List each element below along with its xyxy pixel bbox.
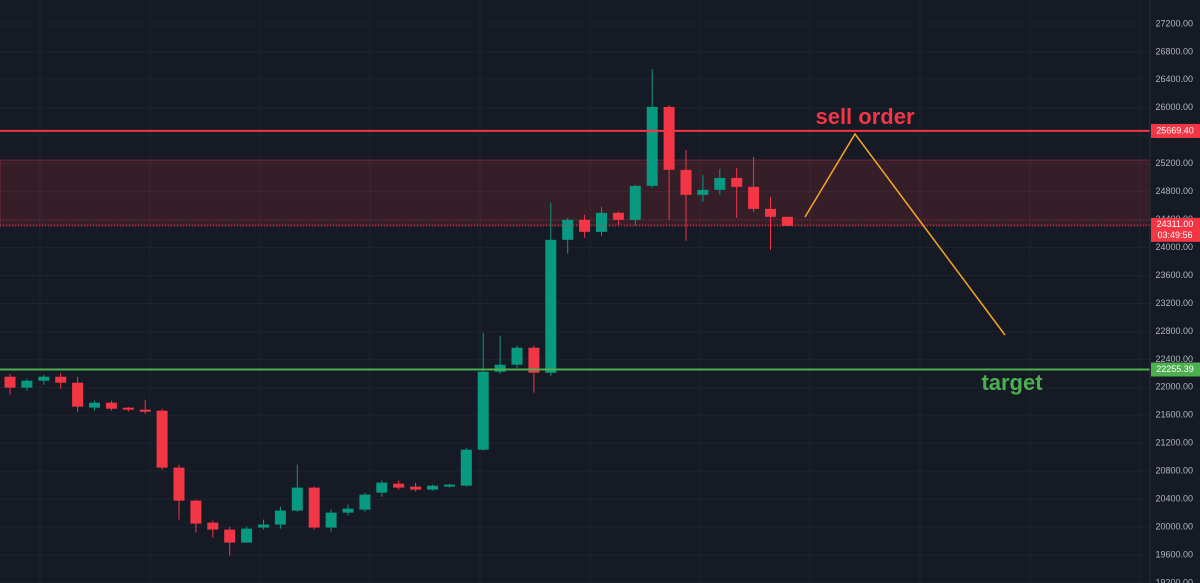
candle-body (241, 528, 253, 543)
y-tick-label: 21600.00 (1155, 410, 1193, 420)
price-label: 22255.39 (1156, 364, 1194, 374)
candle-body (105, 402, 117, 409)
candle-body (596, 212, 607, 232)
candle-body (646, 106, 658, 186)
y-tick-label: 19200.00 (1155, 577, 1193, 583)
resistance-zone (0, 159, 1151, 226)
candle-body (410, 486, 422, 490)
candle-body (545, 239, 557, 373)
candle-body (562, 219, 574, 240)
y-tick-label: 25200.00 (1155, 158, 1193, 168)
candle-body (72, 382, 84, 407)
y-tick-label: 26000.00 (1155, 102, 1193, 112)
candle-body (393, 483, 405, 488)
y-tick-label: 19600.00 (1155, 549, 1193, 559)
last-price-box (1151, 217, 1200, 242)
candle-body (342, 508, 354, 513)
candle-body (748, 186, 760, 209)
candle-body (21, 380, 33, 388)
candle-body (139, 409, 151, 412)
candle-body (173, 467, 185, 501)
y-tick-label: 22800.00 (1155, 326, 1193, 336)
candle-body (325, 512, 337, 528)
y-tick-label: 22000.00 (1155, 382, 1193, 392)
candle-body (765, 208, 776, 217)
y-tick-label: 27200.00 (1155, 18, 1193, 28)
price-scale (1150, 0, 1200, 583)
annotation: sell order (815, 104, 914, 129)
candle-body (781, 216, 793, 226)
candle-body (697, 189, 709, 195)
candle-body (258, 524, 269, 528)
candle-body (663, 106, 675, 170)
candle-body (122, 407, 134, 410)
candle-body (207, 522, 219, 530)
candle-body (511, 347, 523, 365)
candle-body (89, 402, 100, 408)
y-tick-label: 23200.00 (1155, 298, 1193, 308)
candle-body (494, 364, 506, 372)
y-tick-label: 22400.00 (1155, 354, 1193, 364)
y-tick-label: 24000.00 (1155, 242, 1193, 252)
candle-body (731, 177, 743, 187)
y-tick-label: 20800.00 (1155, 466, 1193, 476)
candle-body (274, 510, 286, 525)
candle-body (714, 177, 726, 190)
candle-body (460, 449, 472, 486)
candle-body (427, 485, 438, 490)
y-tick-label: 26400.00 (1155, 74, 1193, 84)
candle-body (579, 219, 591, 232)
annotation: target (981, 370, 1043, 395)
price-scale-labels: 19200.00 19600.00 20000.00 20400.00 20800.00… (1151, 18, 1200, 583)
candle-body (359, 494, 371, 510)
grid (0, 0, 1150, 583)
candle-body (156, 410, 168, 468)
candle-body (680, 169, 692, 195)
candle-body (38, 376, 50, 381)
candle-body (477, 371, 489, 450)
last-price-label: 24311.00 (1157, 219, 1194, 229)
y-tick-label: 21200.00 (1155, 438, 1193, 448)
y-tick-label: 20000.00 (1155, 521, 1193, 531)
candle-body (4, 376, 16, 388)
countdown-label: 03:49:56 (1157, 230, 1192, 240)
candle-body (612, 212, 624, 220)
y-tick-label: 20400.00 (1155, 494, 1193, 504)
price-label-box (1151, 362, 1200, 377)
plot (0, 68, 1150, 556)
y-tick-label: 26800.00 (1155, 46, 1193, 56)
candle-body (629, 185, 641, 220)
projection-path (804, 132, 1006, 336)
candle-body (528, 347, 540, 373)
candle-body (376, 482, 388, 493)
y-tick-label: 24800.00 (1155, 186, 1193, 196)
candle-body (291, 487, 303, 511)
candle-body (190, 500, 202, 524)
candle-body (55, 376, 67, 383)
candle-body (224, 529, 236, 543)
price-label-box (1151, 123, 1200, 138)
candle-body (443, 484, 455, 487)
candle-body (308, 487, 320, 528)
price-label: 25669.40 (1156, 125, 1194, 135)
y-tick-label: 23600.00 (1155, 270, 1193, 280)
